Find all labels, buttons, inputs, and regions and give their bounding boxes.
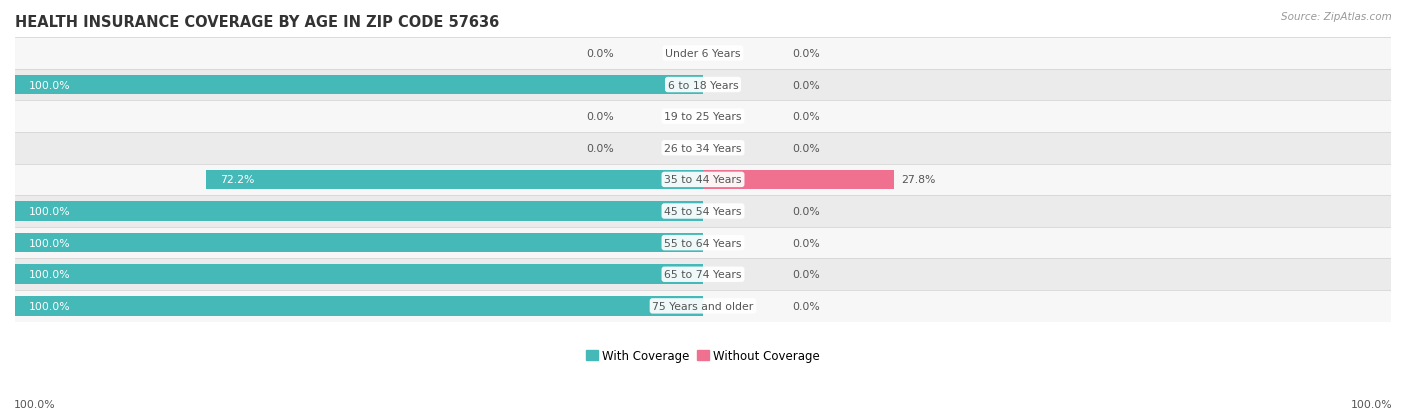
Bar [15,196,1391,227]
Text: 0.0%: 0.0% [793,238,820,248]
Bar [15,259,1391,290]
Text: 100.0%: 100.0% [1350,399,1392,409]
Bar [15,290,1391,322]
Legend: With Coverage, Without Coverage: With Coverage, Without Coverage [581,345,825,367]
Text: 6 to 18 Years: 6 to 18 Years [668,81,738,90]
Text: 75 Years and older: 75 Years and older [652,301,754,311]
Text: 72.2%: 72.2% [219,175,254,185]
Bar [15,133,1391,164]
Bar [15,233,703,253]
Text: Source: ZipAtlas.com: Source: ZipAtlas.com [1281,12,1392,22]
Text: Under 6 Years: Under 6 Years [665,49,741,59]
Text: 0.0%: 0.0% [793,49,820,59]
Text: 55 to 64 Years: 55 to 64 Years [664,238,742,248]
Text: 0.0%: 0.0% [793,270,820,280]
Text: 0.0%: 0.0% [793,81,820,90]
Text: 100.0%: 100.0% [28,81,70,90]
Text: 100.0%: 100.0% [28,301,70,311]
Text: 0.0%: 0.0% [793,143,820,153]
Text: 35 to 44 Years: 35 to 44 Years [664,175,742,185]
Bar [15,297,703,316]
Text: 0.0%: 0.0% [793,112,820,122]
Bar [15,164,1391,196]
Bar [703,170,894,190]
Text: 45 to 54 Years: 45 to 54 Years [664,206,742,216]
Text: 0.0%: 0.0% [793,206,820,216]
Bar [15,101,1391,133]
Bar [15,76,703,95]
Text: 19 to 25 Years: 19 to 25 Years [664,112,742,122]
Bar [15,38,1391,69]
Bar [15,265,703,285]
Bar [15,69,1391,101]
Text: 100.0%: 100.0% [28,206,70,216]
Bar [15,227,1391,259]
Bar [207,170,703,190]
Text: 0.0%: 0.0% [793,301,820,311]
Text: 0.0%: 0.0% [586,143,613,153]
Text: 65 to 74 Years: 65 to 74 Years [664,270,742,280]
Bar [15,202,703,221]
Text: 26 to 34 Years: 26 to 34 Years [664,143,742,153]
Text: 0.0%: 0.0% [586,112,613,122]
Text: 0.0%: 0.0% [586,49,613,59]
Text: 27.8%: 27.8% [901,175,935,185]
Text: 100.0%: 100.0% [14,399,56,409]
Text: 100.0%: 100.0% [28,270,70,280]
Text: HEALTH INSURANCE COVERAGE BY AGE IN ZIP CODE 57636: HEALTH INSURANCE COVERAGE BY AGE IN ZIP … [15,15,499,30]
Text: 100.0%: 100.0% [28,238,70,248]
